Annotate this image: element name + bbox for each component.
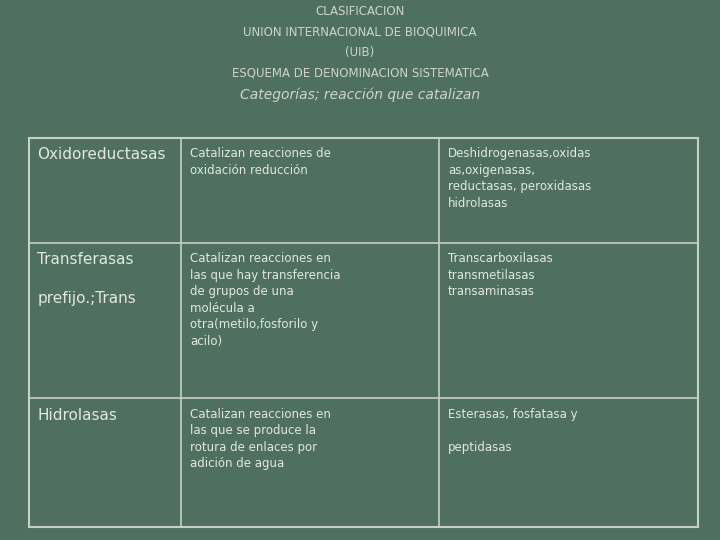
Text: Esterasas, fosfatasa y

peptidasas: Esterasas, fosfatasa y peptidasas (448, 408, 577, 454)
Text: Transferasas

prefijo.;Trans: Transferasas prefijo.;Trans (37, 252, 136, 306)
Text: ESQUEMA DE DENOMINACION SISTEMATICA: ESQUEMA DE DENOMINACION SISTEMATICA (232, 67, 488, 80)
Text: (UIB): (UIB) (346, 46, 374, 59)
Text: Hidrolasas: Hidrolasas (37, 408, 117, 423)
Bar (29, 138, 698, 526)
Text: Oxidoreductasas: Oxidoreductasas (37, 147, 166, 163)
Text: Catalizan reacciones en
las que se produce la
rotura de enlaces por
adición de a: Catalizan reacciones en las que se produ… (190, 408, 331, 470)
Text: Catalizan reacciones de
oxidación reducción: Catalizan reacciones de oxidación reducc… (190, 147, 331, 177)
Text: Catalizan reacciones en
las que hay transferencia
de grupos de una
molécula a
ot: Catalizan reacciones en las que hay tran… (190, 252, 341, 348)
Text: Deshidrogenasas,oxidas
as,oxigenasas,
reductasas, peroxidasas
hidrolasas: Deshidrogenasas,oxidas as,oxigenasas, re… (448, 147, 591, 210)
Text: Transcarboxilasas
transmetilasas
transaminasas: Transcarboxilasas transmetilasas transam… (448, 252, 553, 299)
Text: UNION INTERNACIONAL DE BIOQUIMICA: UNION INTERNACIONAL DE BIOQUIMICA (243, 26, 477, 39)
Text: CLASIFICACION: CLASIFICACION (315, 5, 405, 18)
Text: Categorías; reacción que catalizan: Categorías; reacción que catalizan (240, 87, 480, 102)
